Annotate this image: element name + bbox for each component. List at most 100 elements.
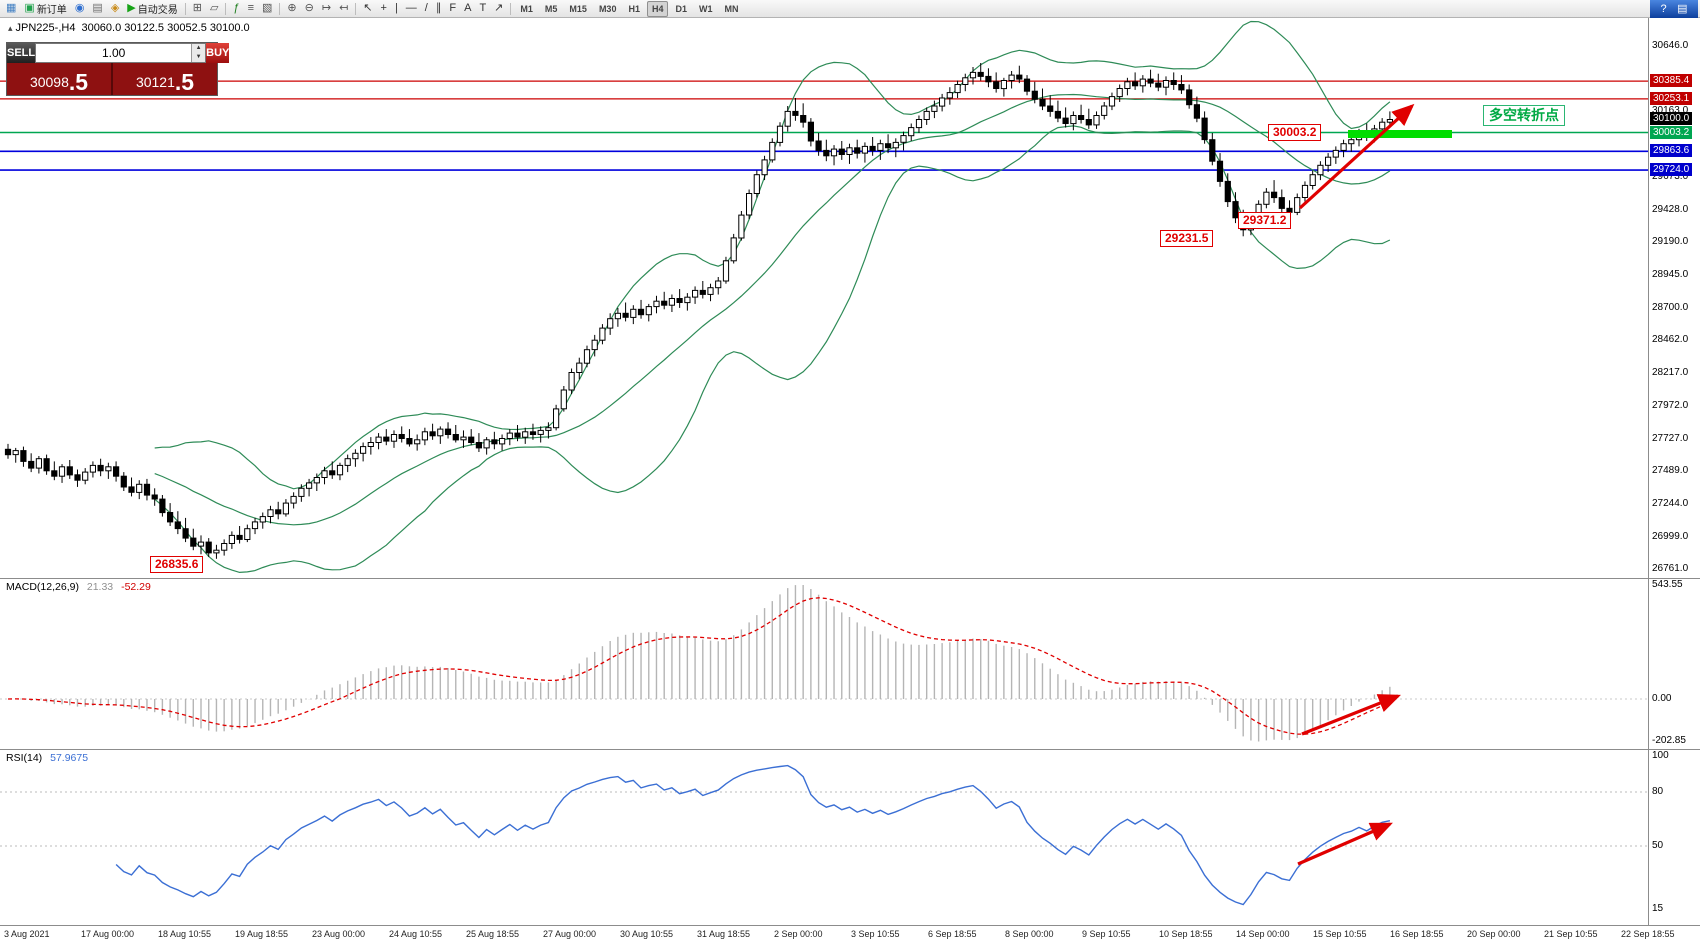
text-icon[interactable]: A: [461, 1, 474, 16]
market-watch-icon[interactable]: ◉: [72, 1, 88, 16]
search-icon[interactable]: ?: [1660, 2, 1667, 15]
time-axis-label: 22 Sep 18:55: [1621, 929, 1675, 939]
time-axis-label: 25 Aug 18:55: [466, 929, 520, 939]
panel-icon[interactable]: ▤: [1677, 2, 1688, 15]
autotrading-button-label: 自动交易: [137, 5, 178, 16]
price-scale[interactable]: 30646.0 30163.0 29673.0 29428.0 29190.0 28945…: [1649, 0, 1700, 925]
time-axis[interactable]: 3 Aug 2021 17 Aug 00:00 18 Aug 10:55 19 Aug…: [0, 926, 1700, 943]
time-axis-label: 3 Sep 10:55: [851, 929, 900, 939]
price-callout: 29371.2: [1238, 212, 1292, 229]
time-axis-label: 2 Sep 00:00: [774, 929, 823, 939]
timeframe-m5-button[interactable]: M5: [544, 3, 558, 14]
volume-down-button[interactable]: ▼: [192, 53, 206, 62]
autotrading-icon: ▶: [127, 2, 136, 14]
tile-windows-icon[interactable]: ⊞: [190, 1, 205, 16]
rsi-line: [115, 764, 1391, 906]
buy-button[interactable]: BUY: [206, 43, 230, 63]
data-window-icon: ▤: [92, 2, 103, 14]
price-callout: 29231.5: [1160, 230, 1214, 247]
new-order-button-label: 新订单: [36, 5, 67, 16]
price-scale-label: 30646.0: [1652, 40, 1689, 51]
price-scale-label: 28217.0: [1652, 367, 1689, 378]
symbol-ohlc-label: ▴ JPN225-,H4 30060.0 30122.5 30052.5 30100…: [8, 22, 250, 34]
macd-panel: [0, 585, 1648, 742]
new-order-icon: ▣: [24, 2, 35, 14]
timeframe-h1-button[interactable]: H1: [628, 3, 640, 14]
zoom-in-icon[interactable]: ⊕: [284, 1, 299, 16]
volume-spinner: ▲ ▼: [191, 44, 206, 62]
panel-separators: [0, 18, 1700, 926]
trend-arrow-rsi: [1297, 822, 1393, 866]
fibonacci-icon[interactable]: F: [446, 1, 459, 16]
macd-signal-value: -52.29: [121, 581, 151, 593]
autotrading-button[interactable]: ▶ 自动交易: [124, 1, 180, 16]
tile-windows-icon: ⊞: [192, 2, 202, 14]
timeframe-w1-button[interactable]: W1: [699, 3, 713, 14]
volume-input[interactable]: [36, 44, 192, 62]
cascade-windows-icon[interactable]: ▱: [207, 1, 221, 16]
arrow-tool-icon: ↗: [494, 2, 504, 14]
channel-icon[interactable]: ∥: [433, 1, 445, 16]
horizontal-level-lines[interactable]: [0, 80, 1648, 171]
trend-arrows[interactable]: [1297, 103, 1415, 866]
timeframe-h4-button[interactable]: H4: [646, 0, 669, 17]
price-scale-label: 29673.0: [1652, 171, 1689, 182]
buy-price-prefix: 30121: [135, 74, 175, 90]
green-highlight-bar[interactable]: [1348, 130, 1452, 138]
chart-shift-icon: ↤: [339, 2, 349, 14]
price-callout: 26835.6: [150, 556, 204, 573]
auto-scroll-icon[interactable]: ↦: [319, 1, 334, 16]
templates-icon: ▧: [262, 2, 273, 14]
price-scale-label: 29190.0: [1652, 236, 1689, 247]
timeframe-m1-button[interactable]: M1: [520, 3, 533, 14]
rsi-scale-label: 50: [1652, 840, 1664, 851]
new-order-button[interactable]: ▣ 新订单: [21, 1, 69, 16]
timeframe-m15-button[interactable]: M15: [569, 3, 587, 14]
toolbar-separator: [184, 2, 186, 15]
navigator-icon[interactable]: ◈: [108, 1, 122, 16]
channel-icon: ∥: [435, 2, 442, 14]
time-axis-label: 10 Sep 18:55: [1159, 929, 1213, 939]
zoom-in-icon: ⊕: [287, 2, 297, 14]
time-axis-label: 14 Sep 00:00: [1236, 929, 1290, 939]
data-window-icon[interactable]: ▤: [89, 1, 105, 16]
macd-scale-label: -202.85: [1652, 735, 1686, 746]
time-axis-label: 3 Aug 2021: [4, 929, 50, 939]
vertical-line-icon[interactable]: |: [392, 1, 401, 16]
time-axis-label: 23 Aug 00:00: [312, 929, 366, 939]
periods-icon[interactable]: ≡: [245, 1, 257, 16]
time-axis-label: 27 Aug 00:00: [543, 929, 597, 939]
arrow-tool-icon[interactable]: ↗: [491, 1, 506, 16]
crosshair-icon[interactable]: +: [378, 1, 390, 16]
cursor-icon[interactable]: ↖: [360, 1, 375, 16]
sell-button[interactable]: SELL: [7, 43, 36, 63]
trendline-icon[interactable]: /: [422, 1, 431, 16]
new-chart-icon[interactable]: ▦: [3, 1, 19, 16]
zoom-out-icon[interactable]: ⊖: [302, 1, 317, 16]
volume-up-button[interactable]: ▲: [192, 44, 206, 53]
new-chart-icon: ▦: [6, 2, 17, 14]
indicators-icon[interactable]: ƒ: [230, 1, 242, 16]
chart-shift-icon[interactable]: ↤: [336, 1, 351, 16]
price-level-badge: 30100.0: [1650, 112, 1693, 125]
price-scale-label: 27244.0: [1652, 498, 1689, 509]
price-scale-label: 28700.0: [1652, 302, 1689, 313]
trend-arrow-main: [1298, 103, 1415, 210]
label-icon[interactable]: T: [476, 1, 489, 16]
trend-arrow-macd: [1301, 694, 1401, 736]
timeframe-m30-button[interactable]: M30: [598, 3, 617, 14]
horizontal-line-icon[interactable]: —: [403, 1, 420, 16]
sell-price[interactable]: 30098.5: [7, 63, 113, 95]
price-level-badge: 30253.1: [1650, 92, 1693, 105]
timeframe-d1-button[interactable]: D1: [675, 3, 687, 14]
time-axis-label: 15 Sep 10:55: [1313, 929, 1367, 939]
templates-icon[interactable]: ▧: [259, 1, 275, 16]
buy-price[interactable]: 30121.5: [113, 63, 217, 95]
timeframe-mn-button[interactable]: MN: [724, 3, 739, 14]
sell-price-big-digits: .5: [68, 69, 89, 95]
price-scale-label: 28462.0: [1652, 334, 1689, 345]
market-watch-icon: ◉: [74, 2, 85, 14]
text-icon: A: [464, 2, 472, 14]
vertical-line-icon: |: [394, 2, 398, 14]
